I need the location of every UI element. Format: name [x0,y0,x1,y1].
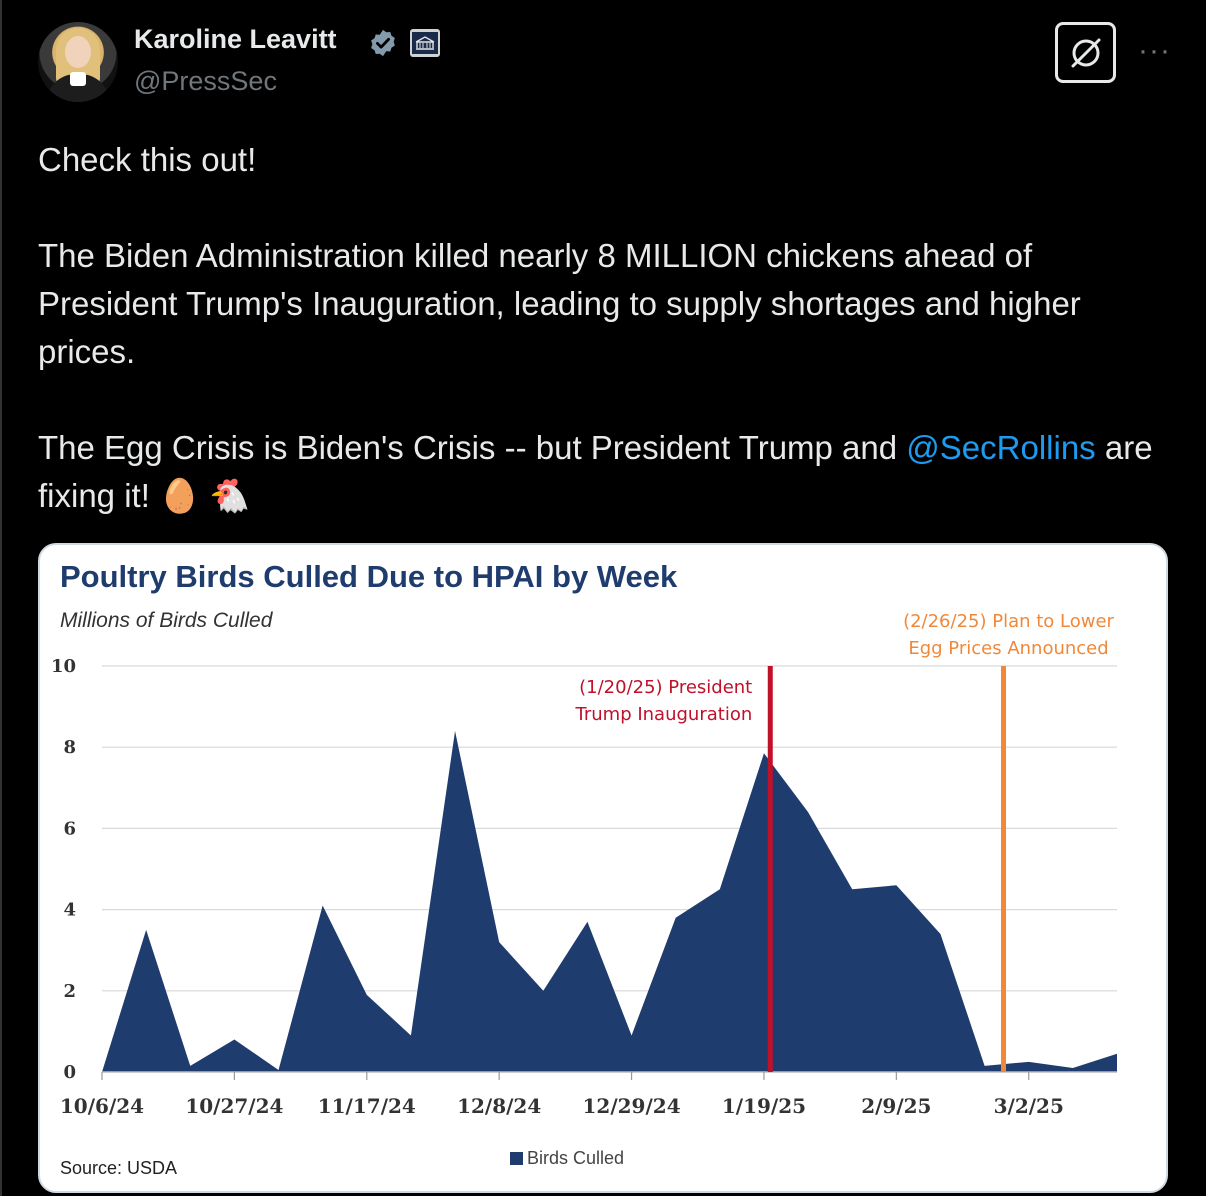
y-tick-label: 2 [63,981,76,1002]
paragraph-gap [38,376,1168,424]
chart-source: Source: USDA [60,1158,178,1178]
grok-icon [1071,38,1100,67]
y-tick-label: 0 [63,1062,76,1083]
avatar[interactable] [38,22,118,102]
y-tick-label: 6 [63,818,76,839]
area-series-birds-culled [102,730,1117,1072]
x-tick-label: 1/19/25 [722,1094,806,1118]
annotation-label-line-2: Trump Inauguration [575,704,753,725]
x-tick-label: 3/2/25 [994,1094,1064,1118]
avatar-face [65,36,91,68]
x-tick-label: 10/6/24 [60,1094,144,1118]
y-tick-label: 10 [51,656,76,677]
mention-link[interactable]: @SecRollins [906,429,1096,466]
display-name[interactable]: Karoline Leavitt [134,24,337,54]
chart-title: Poultry Birds Culled Due to HPAI by Week [60,559,678,594]
legend-label: Birds Culled [527,1148,625,1168]
x-tick-label: 10/27/24 [185,1094,283,1118]
tweet-text-after-mention: are fixing it! 🥚 🐔 [38,429,1153,514]
verified-badge-icon[interactable] [368,28,398,58]
paragraph-gap [38,184,1168,232]
chart-legend: Birds Culled [510,1148,624,1169]
legend-swatch [510,1152,523,1165]
tweet-paragraph-2: The Biden Administration killed nearly 8… [38,237,1081,370]
annotation-label-line-1: (1/20/25) President [579,677,752,698]
x-tick-label: 12/29/24 [583,1094,681,1118]
x-tick-label: 2/9/25 [861,1094,931,1118]
annotation-label-line-1: (2/26/25) Plan to Lower [903,611,1114,632]
tweet-text: Check this out! The Biden Administration… [38,136,1168,520]
chart-svg: 0 2 4 6 8 10 10/6/24 10/27/24 11/17/24 12/8/24 12/… [51,611,1117,1118]
white-house-icon[interactable] [410,29,440,57]
grok-button[interactable] [1055,22,1116,83]
handle[interactable]: @PressSec [134,66,277,96]
tweet-line-1: Check this out! [38,141,257,178]
x-tick-label: 11/17/24 [318,1094,416,1118]
y-tick-label: 8 [63,737,76,758]
annotation-label-line-2: Egg Prices Announced [908,638,1108,659]
chart-y-label: Millions of Birds Culled [60,609,273,632]
x-tick-label: 12/8/24 [457,1094,541,1118]
chart-image-card[interactable]: Poultry Birds Culled Due to HPAI by Week… [38,543,1168,1193]
y-tick-label: 4 [63,900,76,921]
tweet-text-before-mention: The Egg Crisis is Biden's Crisis -- but … [38,429,907,466]
tweet-paragraph-3: The Egg Crisis is Biden's Crisis -- but … [38,424,1168,520]
avatar-collar [70,72,86,86]
white-house-glyph-icon [412,32,438,54]
more-options-icon[interactable]: ··· [1138,34,1171,67]
